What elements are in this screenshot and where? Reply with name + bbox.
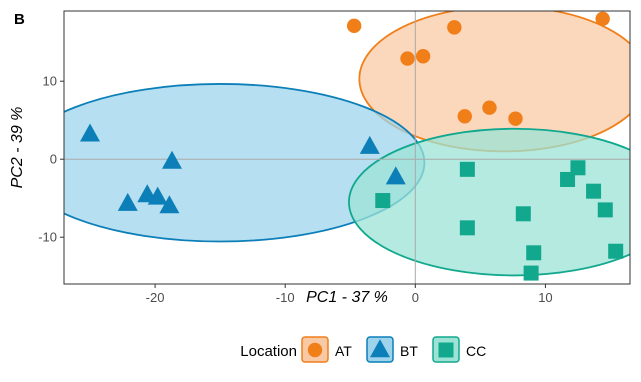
panel-label: B: [14, 11, 25, 28]
legend-marker-cc: [438, 342, 454, 358]
point-cc-10: [597, 202, 613, 218]
y-axis-title: PC2 - 39 %: [9, 107, 26, 189]
point-bt-2: [161, 150, 182, 169]
x-tick-label: 0: [412, 290, 419, 305]
point-at-8: [508, 111, 523, 126]
legend-marker-at: [307, 342, 323, 358]
point-at-4: [447, 20, 462, 35]
legend-label-at: AT: [335, 343, 352, 359]
point-at-6: [457, 109, 472, 124]
point-cc-1: [375, 193, 391, 209]
point-cc-4: [515, 206, 531, 222]
point-cc-3: [459, 220, 475, 236]
x-tick-label: -20: [146, 290, 165, 305]
point-at-7: [482, 100, 497, 115]
zero-reference-lines: [64, 11, 630, 284]
data-points: [80, 11, 624, 281]
point-cc-5: [526, 245, 542, 261]
point-bt-5: [117, 192, 138, 211]
confidence-ellipses: [64, 11, 630, 277]
point-bt-7: [359, 135, 380, 154]
point-cc-11: [608, 243, 624, 259]
point-bt-8: [385, 166, 406, 185]
point-at-3: [415, 49, 431, 64]
point-cc-9: [586, 183, 602, 199]
point-at-1: [346, 18, 362, 34]
x-tick-label: -10: [276, 290, 295, 305]
x-axis-title: PC1 - 37 %: [306, 289, 388, 306]
ellipse-cc: [348, 127, 630, 277]
point-cc-2: [459, 161, 475, 177]
legend-marker-bt: [370, 339, 390, 358]
legend: Location AT BT CC: [240, 336, 486, 363]
point-cc-8: [570, 160, 586, 176]
point-bt-6: [159, 195, 180, 214]
y-tick-label: -10: [38, 230, 57, 245]
point-cc-6: [523, 265, 539, 281]
legend-label-bt: BT: [400, 343, 418, 359]
point-at-2: [400, 51, 415, 66]
point-bt-4: [147, 186, 168, 205]
point-at-5: [595, 11, 610, 26]
legend-label-cc: CC: [466, 343, 486, 359]
legend-title: Location: [240, 343, 297, 360]
y-tick-label: 0: [50, 152, 57, 167]
x-tick-label: 10: [538, 290, 552, 305]
plot-panel-border: [63, 10, 631, 285]
axis-ticks: -20 -10 0 10 -10 0 10: [38, 74, 552, 305]
point-cc-7: [560, 171, 576, 187]
point-bt-1: [80, 123, 101, 142]
y-tick-label: 10: [43, 74, 57, 89]
